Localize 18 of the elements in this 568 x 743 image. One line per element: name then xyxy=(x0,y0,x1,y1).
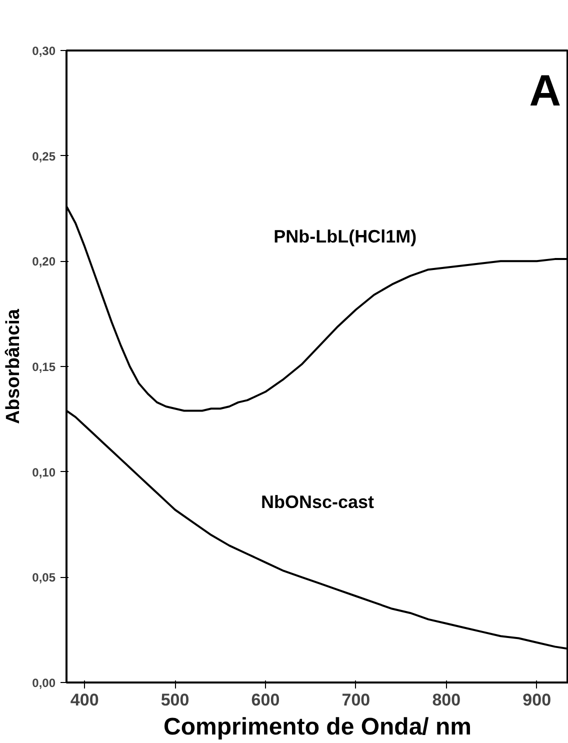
y-tick-label: 0,15 xyxy=(32,360,56,374)
y-tick-label: 0,05 xyxy=(32,570,56,585)
x-tick-label: 500 xyxy=(160,690,190,710)
x-axis-title: Comprimento de Onda/ nm xyxy=(163,714,472,740)
x-tick-label: 800 xyxy=(432,690,461,710)
annotation: A xyxy=(529,66,561,116)
y-tick-label: 0,10 xyxy=(32,465,56,480)
annotation: PNb-LbL(HCl1M) xyxy=(274,226,417,246)
x-tick-label: 900 xyxy=(522,690,552,710)
y-tick-label: 0,00 xyxy=(32,676,56,690)
y-tick-label: 0,25 xyxy=(32,149,56,164)
x-tick-label: 700 xyxy=(342,690,370,710)
y-tick-label: 0,30 xyxy=(32,44,56,58)
x-tick-label: 400 xyxy=(70,690,99,710)
annotation: NbONsc-cast xyxy=(260,492,374,512)
x-tick-label: 600 xyxy=(251,690,280,710)
y-axis-title: Absorbância xyxy=(3,308,24,424)
y-tick-label: 0,20 xyxy=(32,254,56,269)
